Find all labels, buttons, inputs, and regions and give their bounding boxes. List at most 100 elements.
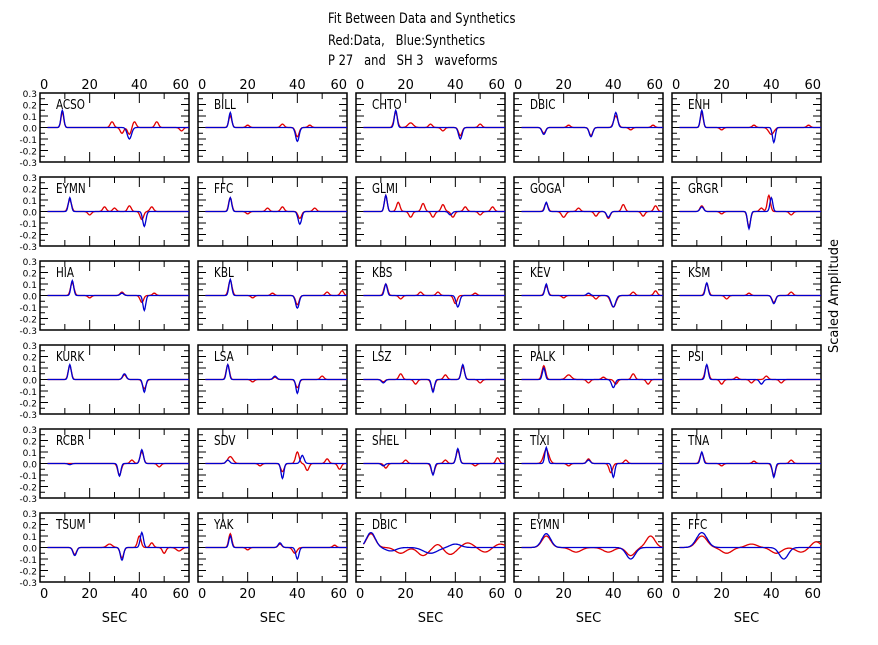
data-trace xyxy=(521,285,663,308)
station-label: KBS xyxy=(372,265,392,280)
station-label: SHEL xyxy=(372,433,399,448)
x-tick-label-bottom: 60 xyxy=(804,587,821,602)
station-label: KBL xyxy=(214,265,234,280)
panel-psi: PSI xyxy=(671,344,822,415)
panel-shel: SHEL xyxy=(355,428,506,499)
x-tick-label-bottom: 0 xyxy=(40,587,48,602)
x-tick-label-top: 20 xyxy=(397,78,414,93)
synthetic-trace xyxy=(205,534,347,561)
y-tick-label: 0.1 xyxy=(23,197,37,207)
x-tick-label-top: 20 xyxy=(713,78,730,93)
x-tick-label-top: 40 xyxy=(447,78,464,93)
x-axis-label: SEC xyxy=(260,611,286,626)
panel-yak: YAK xyxy=(197,512,348,583)
x-axis-label: SEC xyxy=(102,611,128,626)
synthetic-trace xyxy=(679,363,821,385)
panel-hia: HIA xyxy=(39,260,190,331)
panel-chto: CHTO xyxy=(355,92,506,163)
data-trace xyxy=(521,364,663,385)
synthetic-trace xyxy=(521,282,663,308)
data-trace xyxy=(362,533,506,557)
synthetic-trace xyxy=(363,282,505,308)
y-tick-label: 0.2 xyxy=(23,522,37,532)
y-tick-label: 0.2 xyxy=(23,354,37,364)
y-tick-label: -0.2 xyxy=(19,148,37,158)
x-tick-label-top: 0 xyxy=(514,78,522,93)
x-tick-label-top: 60 xyxy=(488,78,505,93)
y-axis-label: Scaled Amplitude xyxy=(827,239,842,353)
y-tick-label: -0.1 xyxy=(19,304,37,314)
y-tick-label: 0.1 xyxy=(23,365,37,375)
y-tick-label: -0.2 xyxy=(19,568,37,578)
station-label: PALK xyxy=(530,349,556,364)
x-tick-label-bottom: 40 xyxy=(763,587,780,602)
station-label: CHTO xyxy=(372,97,402,112)
y-tick-label: -0.2 xyxy=(19,400,37,410)
y-tick-label: 0.2 xyxy=(23,270,37,280)
synthetic-trace xyxy=(47,196,189,228)
y-tick-label: -0.2 xyxy=(19,316,37,326)
data-trace xyxy=(47,281,189,304)
data-trace xyxy=(679,535,822,554)
y-tick-label: 0.0 xyxy=(23,545,38,555)
station-label: HIA xyxy=(56,265,74,280)
x-tick-label-top: 40 xyxy=(605,78,622,93)
synthetic-trace xyxy=(205,196,347,226)
station-label: DBIC xyxy=(372,517,397,532)
x-tick-label-bottom: 40 xyxy=(289,587,306,602)
station-label: EYMN xyxy=(56,181,86,196)
station-label: ENH xyxy=(688,97,710,112)
station-label: BILL xyxy=(214,97,236,112)
panel-kbl: KBL xyxy=(197,260,348,331)
station-label: ACSO xyxy=(56,97,85,112)
x-tick-label-top: 60 xyxy=(330,78,347,93)
y-tick-label: 0.1 xyxy=(23,533,37,543)
y-tick-label: 0.1 xyxy=(23,449,37,459)
x-tick-label-bottom: 40 xyxy=(447,587,464,602)
y-tick-label: -0.3 xyxy=(19,327,37,337)
synthetic-trace xyxy=(363,363,505,394)
panel-enh: ENH xyxy=(671,92,822,163)
panel-eymn: EYMN xyxy=(39,176,190,247)
y-tick-label: 0.1 xyxy=(23,281,37,291)
x-tick-label-bottom: 40 xyxy=(605,587,622,602)
station-label: DBIC xyxy=(530,97,555,112)
y-tick-label: 0.3 xyxy=(23,342,37,352)
y-tick-label: 0.0 xyxy=(23,125,38,135)
x-tick-label-top: 40 xyxy=(763,78,780,93)
data-trace xyxy=(679,364,821,385)
synthetic-trace xyxy=(362,531,505,554)
synthetic-trace xyxy=(679,281,821,305)
synthetic-trace xyxy=(521,111,663,138)
y-tick-label: -0.1 xyxy=(19,556,37,566)
station-label: YAK xyxy=(213,517,234,532)
station-label: GOGA xyxy=(530,181,561,196)
y-tick-label: -0.1 xyxy=(19,220,37,230)
y-tick-label: 0.3 xyxy=(23,90,37,100)
y-tick-label: -0.1 xyxy=(19,388,37,398)
synthetic-trace xyxy=(363,108,505,140)
y-tick-label: -0.1 xyxy=(19,472,37,482)
panel-rcbr: RCBR xyxy=(39,428,190,499)
synthetic-trace xyxy=(47,279,189,312)
panel-ffc: FFC xyxy=(197,176,348,247)
panel-dbic: DBIC xyxy=(355,512,506,583)
panel-lsz: LSZ xyxy=(355,344,506,415)
x-tick-label-top: 20 xyxy=(239,78,256,93)
synthetic-trace xyxy=(679,450,821,479)
y-tick-label: 0.3 xyxy=(23,426,37,436)
synthetic-trace xyxy=(679,196,821,231)
synthetic-trace xyxy=(47,108,189,140)
synthetic-trace xyxy=(521,201,663,219)
panel-kbs: KBS xyxy=(355,260,506,331)
panel-eymn: EYMN xyxy=(513,512,664,583)
station-label: TSUM xyxy=(55,517,85,532)
data-trace xyxy=(521,448,663,474)
y-tick-label: 0.3 xyxy=(23,174,37,184)
synthetic-trace xyxy=(47,363,189,394)
chart-title: Fit Between Data and Synthetics xyxy=(328,11,516,27)
station-label: TNA xyxy=(687,433,709,448)
panel-kurk: KURK xyxy=(39,344,190,415)
synthetic-trace xyxy=(679,531,821,560)
panel-kev: KEV xyxy=(513,260,664,331)
